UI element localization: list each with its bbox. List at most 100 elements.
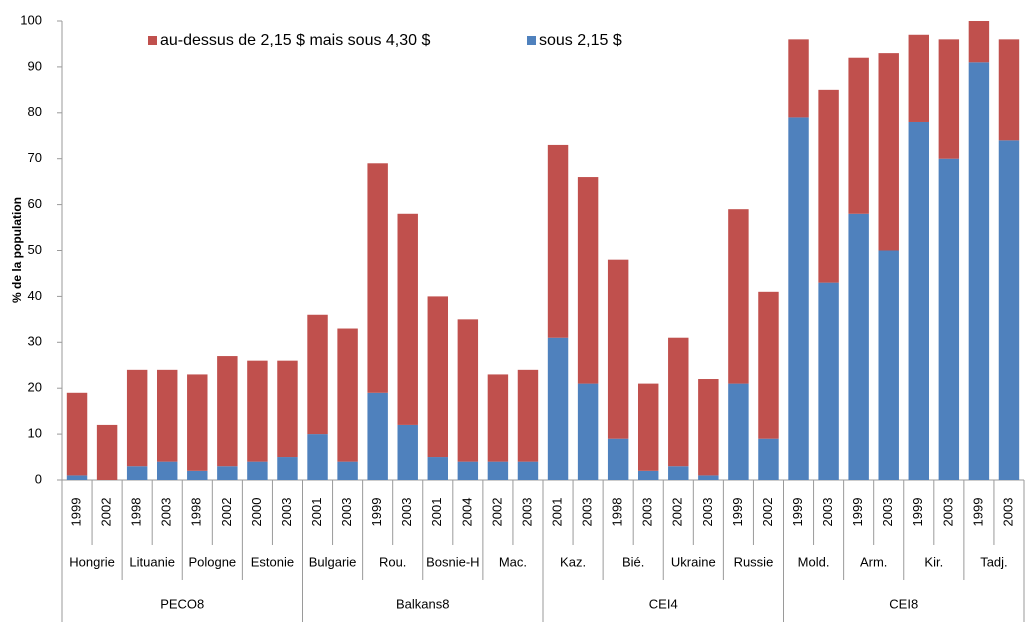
country-label: Kaz. bbox=[560, 554, 586, 569]
bar-segment bbox=[758, 291, 779, 439]
y-tick-label: 50 bbox=[28, 242, 42, 257]
bar-segment bbox=[337, 328, 358, 462]
bar-segment bbox=[668, 337, 689, 467]
bar-segment bbox=[547, 144, 569, 338]
x-tick-label: 2002 bbox=[219, 498, 234, 527]
bar-segment bbox=[818, 282, 839, 480]
x-tick-label: 2003 bbox=[339, 498, 354, 527]
x-tick-label: 1999 bbox=[369, 498, 384, 527]
y-tick-label: 40 bbox=[28, 288, 42, 303]
country-label: Mac. bbox=[499, 554, 527, 569]
bar-segment bbox=[577, 177, 599, 384]
bar-segment bbox=[878, 250, 899, 480]
y-tick-label: 80 bbox=[28, 104, 42, 119]
country-label: Bosnie-H bbox=[426, 554, 479, 569]
bar-segment bbox=[848, 213, 869, 480]
bar-segment bbox=[517, 369, 539, 462]
legend-swatch bbox=[527, 36, 536, 45]
bar-segment bbox=[607, 259, 629, 439]
y-tick-label: 30 bbox=[28, 334, 42, 349]
bar-segment bbox=[156, 461, 178, 480]
country-label: Mold. bbox=[798, 554, 830, 569]
country-label: Rou. bbox=[379, 554, 406, 569]
x-tick-label: 2003 bbox=[940, 498, 955, 527]
bar-segment bbox=[577, 383, 599, 480]
y-tick-label: 100 bbox=[20, 12, 42, 27]
bar-segment bbox=[968, 62, 990, 481]
bar-segment bbox=[728, 209, 749, 384]
bar-segment bbox=[247, 461, 268, 480]
bar-segment bbox=[487, 461, 509, 480]
bar-segment bbox=[397, 424, 418, 480]
bar-segment bbox=[187, 374, 208, 471]
bar-segment bbox=[517, 461, 539, 480]
x-tick-label: 1998 bbox=[129, 498, 144, 527]
bar-segment bbox=[487, 374, 509, 462]
y-tick-label: 20 bbox=[28, 380, 42, 395]
y-axis-title: % de la population bbox=[10, 197, 24, 303]
x-tick-label: 2003 bbox=[820, 498, 835, 527]
legend-swatch bbox=[148, 36, 157, 45]
bar-segment bbox=[818, 89, 839, 283]
x-tick-label: 1999 bbox=[68, 498, 83, 527]
bar-segment bbox=[367, 392, 388, 480]
bar-segment bbox=[126, 466, 148, 480]
bar-segment bbox=[998, 140, 1020, 480]
country-label: Bié. bbox=[622, 554, 644, 569]
x-tick-label: 2003 bbox=[1000, 498, 1015, 527]
bar-segment bbox=[728, 383, 749, 480]
region-label: PECO8 bbox=[160, 596, 204, 611]
x-tick-label: 2003 bbox=[580, 498, 595, 527]
bar-segment bbox=[848, 57, 869, 214]
bar-segment bbox=[908, 34, 930, 122]
x-tick-label: 2000 bbox=[249, 498, 264, 527]
x-tick-label: 2002 bbox=[489, 498, 504, 527]
x-tick-label: 2003 bbox=[880, 498, 895, 527]
region-label: Balkans8 bbox=[396, 596, 449, 611]
bar-segment bbox=[637, 383, 659, 471]
bar-segment bbox=[337, 461, 358, 480]
country-label: Tadj. bbox=[980, 554, 1007, 569]
x-tick-label: 2003 bbox=[519, 498, 534, 527]
bar-segment bbox=[698, 475, 719, 480]
bar-segment bbox=[878, 53, 899, 251]
bar-segment bbox=[277, 360, 298, 458]
country-label: Ukraine bbox=[671, 554, 716, 569]
bar-segment bbox=[938, 39, 960, 159]
bar-segment bbox=[668, 466, 689, 480]
x-tick-label: 2003 bbox=[159, 498, 174, 527]
bar-segment bbox=[96, 424, 118, 480]
bar-segment bbox=[66, 392, 88, 476]
bar-segment bbox=[427, 457, 449, 480]
x-tick-label: 1998 bbox=[189, 498, 204, 527]
bar-segment bbox=[277, 457, 298, 480]
bar-segment bbox=[187, 470, 208, 480]
bar-segment bbox=[998, 39, 1020, 141]
x-tick-label: 2003 bbox=[279, 498, 294, 527]
bar-segment bbox=[457, 461, 479, 480]
x-tick-label: 2001 bbox=[309, 498, 324, 527]
x-tick-label: 1999 bbox=[790, 498, 805, 527]
bar-segment bbox=[637, 470, 659, 480]
x-tick-label: 1999 bbox=[970, 498, 985, 527]
country-label: Kir. bbox=[924, 554, 943, 569]
x-tick-label: 1999 bbox=[910, 498, 925, 527]
bar-segment bbox=[126, 369, 148, 467]
country-label: Russie bbox=[734, 554, 774, 569]
x-tick-label: 1998 bbox=[610, 498, 625, 527]
bar-segment bbox=[607, 438, 629, 480]
bar-segment bbox=[66, 475, 88, 480]
country-label: Arm. bbox=[860, 554, 887, 569]
bar-segment bbox=[968, 21, 990, 63]
x-tick-label: 2003 bbox=[640, 498, 655, 527]
bar-segment bbox=[698, 379, 719, 476]
bar-segment bbox=[307, 314, 328, 435]
x-tick-label: 1999 bbox=[730, 498, 745, 527]
bar-segment bbox=[397, 213, 418, 425]
x-tick-label: 2002 bbox=[670, 498, 685, 527]
bar-segment bbox=[367, 163, 388, 393]
y-tick-label: 10 bbox=[28, 426, 42, 441]
country-label: Bulgarie bbox=[309, 554, 357, 569]
country-label: Lituanie bbox=[129, 554, 175, 569]
